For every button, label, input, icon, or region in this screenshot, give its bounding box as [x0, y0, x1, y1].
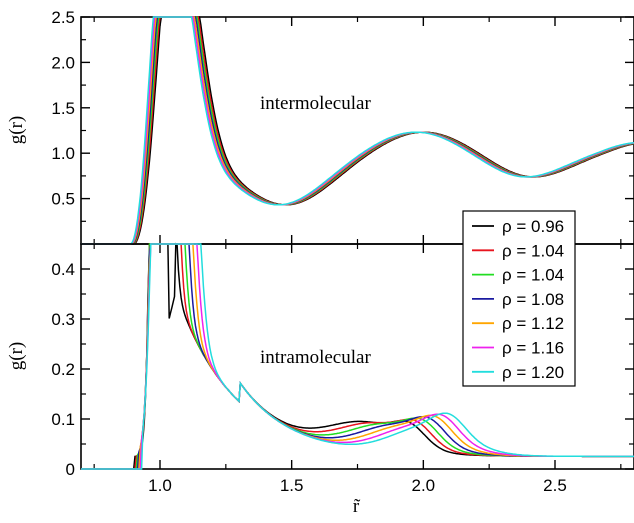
series-line: [81, 16, 634, 245]
y-tick-label: 0.3: [51, 310, 75, 329]
intermolecular-annotation: intermolecular: [260, 93, 371, 114]
legend-label: ρ = 1.04: [502, 241, 564, 260]
top-panel: 0.5 1.0 1.5 2.0 2.5 intermolecular g(r): [6, 8, 634, 245]
top-plot-frame: [80, 16, 634, 245]
top-y-axis-label: g(r): [6, 116, 27, 144]
series-line: [81, 16, 634, 245]
y-tick-label: 0.5: [51, 190, 75, 209]
top-curves: [81, 16, 634, 245]
legend-label: ρ = 1.04: [502, 266, 564, 285]
bottom-curves: [81, 242, 634, 470]
y-tick-label: 2.5: [51, 8, 75, 27]
legend-label: ρ = 1.12: [502, 314, 564, 333]
legend-items: ρ = 0.96 ρ = 1.04 ρ = 1.04 ρ = 1.08 ρ = 1.12…: [472, 217, 564, 382]
legend-label: ρ = 1.20: [502, 363, 564, 382]
series-line: [81, 16, 634, 245]
x-tick-label: 1.5: [280, 476, 304, 495]
legend-label: ρ = 0.96: [502, 217, 564, 236]
y-tick-label: 2.0: [51, 53, 75, 72]
legend: ρ = 0.96 ρ = 1.04 ρ = 1.04 ρ = 1.08 ρ = 1.12…: [462, 210, 576, 387]
series-line: [81, 16, 634, 245]
bottom-panel: 0 0.1 0.2 0.3 0.4 1.0 1.5 2.0 2.5 intramolecular…: [6, 242, 634, 517]
intramolecular-annotation: intramolecular: [260, 347, 371, 368]
y-tick-label: 0.4: [51, 260, 75, 279]
series-line: [81, 16, 634, 245]
y-tick-label: 0: [66, 460, 75, 479]
bottom-y-axis-label: g(r): [6, 342, 27, 370]
x-tick-label: 2.0: [412, 476, 436, 495]
x-tick-label: 1.0: [148, 476, 172, 495]
y-tick-label: 0.1: [51, 410, 75, 429]
x-axis-label: r̃: [353, 496, 361, 517]
y-tick-label: 1.5: [51, 99, 75, 118]
y-tick-label: 1.0: [51, 144, 75, 163]
x-tick-label: 2.5: [543, 476, 567, 495]
bottom-ticks: 0 0.1 0.2 0.3 0.4 1.0 1.5 2.0 2.5: [51, 244, 634, 495]
y-tick-label: 0.2: [51, 360, 75, 379]
legend-label: ρ = 1.16: [502, 339, 564, 358]
legend-label: ρ = 1.08: [502, 290, 564, 309]
series-line: [81, 243, 634, 470]
series-line: [81, 16, 634, 245]
top-ticks: 0.5 1.0 1.5 2.0 2.5: [51, 8, 634, 244]
series-line: [81, 16, 634, 245]
